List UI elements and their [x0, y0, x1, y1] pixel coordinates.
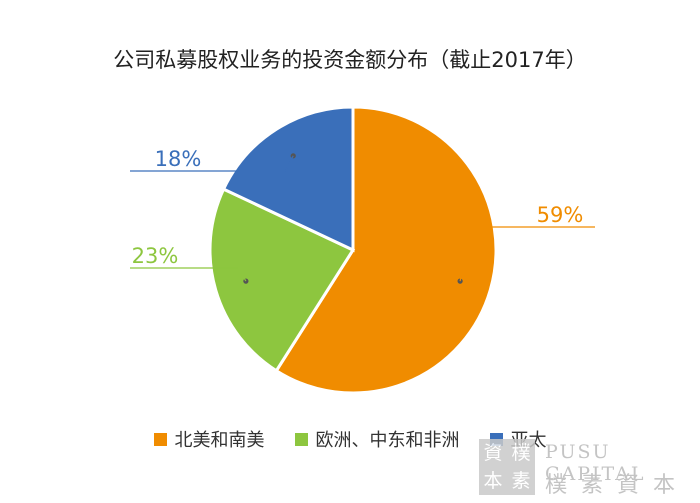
legend-item-americas: 北美和南美 — [153, 426, 265, 452]
watermark-chinese: 樸素資本 — [545, 473, 690, 498]
data-label-apac: 18% — [155, 147, 202, 171]
leader-line-emea — [130, 267, 247, 282]
pie-slice-apac — [221, 105, 355, 253]
legend-label-emea: 欧洲、中东和非洲 — [315, 430, 460, 451]
leader-line-apac — [130, 155, 294, 172]
seal-char: 樸 — [511, 442, 531, 464]
data-label-americas: 59% — [537, 203, 584, 227]
data-label-emea: 23% — [132, 244, 179, 268]
watermark-english: PUSU CAPITAL — [545, 441, 646, 485]
legend: 北美和南美 欧洲、中东和非洲 亚太 — [0, 426, 700, 452]
leader-line-americas — [459, 226, 595, 282]
legend-label-americas: 北美和南美 — [174, 430, 265, 451]
seal-logo: 資 樸 本 素 — [479, 439, 535, 495]
chart-title: 公司私募股权业务的投资金额分布（截止2017年） — [113, 48, 587, 72]
seal-char: 資 — [483, 442, 503, 464]
pie-slice-americas — [274, 105, 498, 395]
legend-swatch-emea — [294, 432, 308, 446]
legend-swatch-americas — [153, 432, 167, 446]
legend-item-emea: 欧洲、中东和非洲 — [294, 426, 460, 452]
seal-char: 本 — [483, 470, 503, 492]
pusu-capital-watermark: 資 樸 本 素 PUSU CAPITAL 樸素資本 — [479, 439, 694, 498]
seal-char: 素 — [511, 470, 531, 492]
